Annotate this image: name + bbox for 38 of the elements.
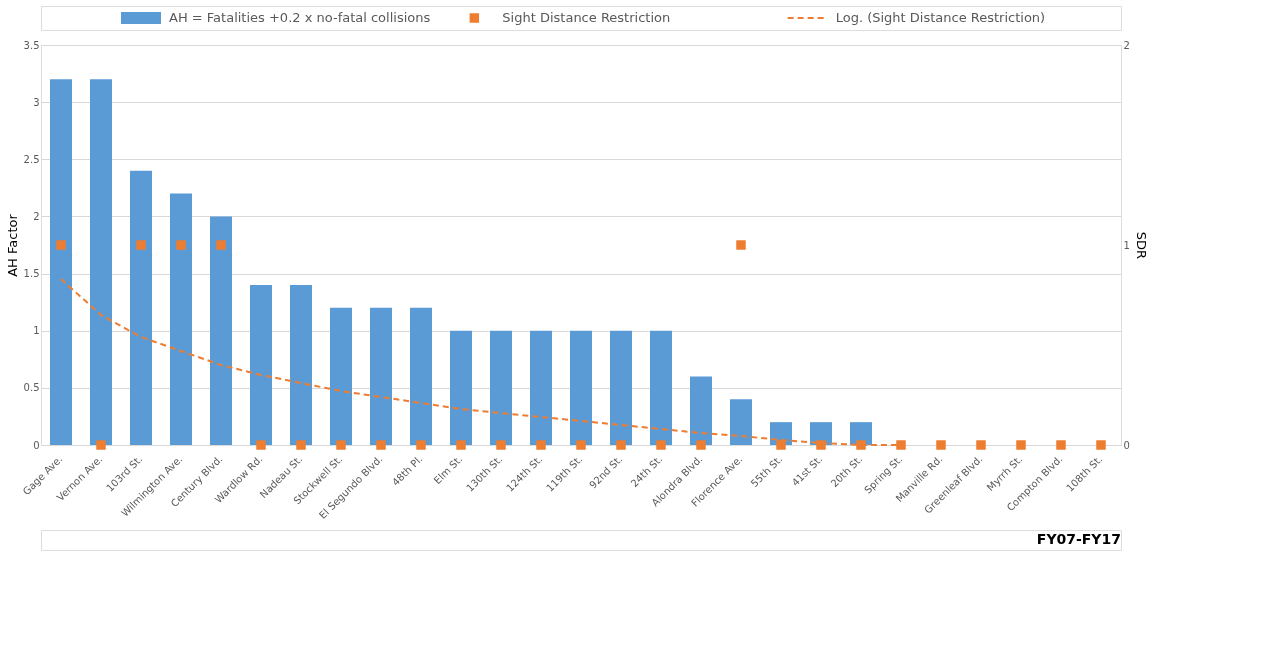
bar bbox=[370, 307, 392, 445]
legend-label: Sight Distance Restriction bbox=[502, 10, 671, 25]
bar bbox=[530, 330, 552, 445]
bar bbox=[250, 285, 272, 445]
text: FY07-FY17 bbox=[1036, 531, 1121, 547]
y-tick-label: 3.5 bbox=[23, 39, 40, 51]
y2-tick-label: 0 bbox=[1123, 439, 1130, 451]
bar bbox=[50, 79, 72, 445]
bar bbox=[570, 330, 592, 445]
y-axis-title: AH Factor bbox=[4, 213, 20, 277]
y-tick-label: 2.5 bbox=[23, 153, 40, 165]
y2-axis-title: SDR bbox=[1133, 231, 1149, 260]
y2-tick-label: 1 bbox=[1123, 239, 1130, 251]
legend-label: Log. (Sight Distance Restriction) bbox=[835, 10, 1046, 25]
bar bbox=[450, 330, 472, 445]
legend-label: AH = Fatalities +0.2 x no-fatal collisions bbox=[169, 10, 431, 25]
bar bbox=[410, 307, 432, 445]
y-tick-label: 1.5 bbox=[23, 268, 40, 280]
bar bbox=[90, 79, 112, 445]
bar bbox=[490, 330, 512, 445]
x-tick-label: Elm St. bbox=[431, 453, 465, 487]
bar bbox=[690, 376, 712, 445]
bar bbox=[210, 216, 232, 445]
bar bbox=[290, 285, 312, 445]
y-tick-label: 3 bbox=[33, 96, 40, 108]
x-tick-label: 48th Pl. bbox=[389, 453, 425, 489]
bar bbox=[130, 170, 152, 445]
bar bbox=[330, 307, 352, 445]
y-tick-label: 1 bbox=[33, 325, 40, 337]
bar bbox=[610, 330, 632, 445]
x-tick-label: 41st St. bbox=[789, 453, 825, 489]
bar bbox=[730, 399, 752, 445]
y2-tick-label: 2 bbox=[1123, 39, 1130, 51]
y-tick-label: 2 bbox=[33, 210, 40, 222]
bar bbox=[650, 330, 672, 445]
y-tick-label: 0 bbox=[33, 439, 40, 451]
bar bbox=[170, 193, 192, 445]
y-tick-label: 0.5 bbox=[23, 382, 40, 394]
